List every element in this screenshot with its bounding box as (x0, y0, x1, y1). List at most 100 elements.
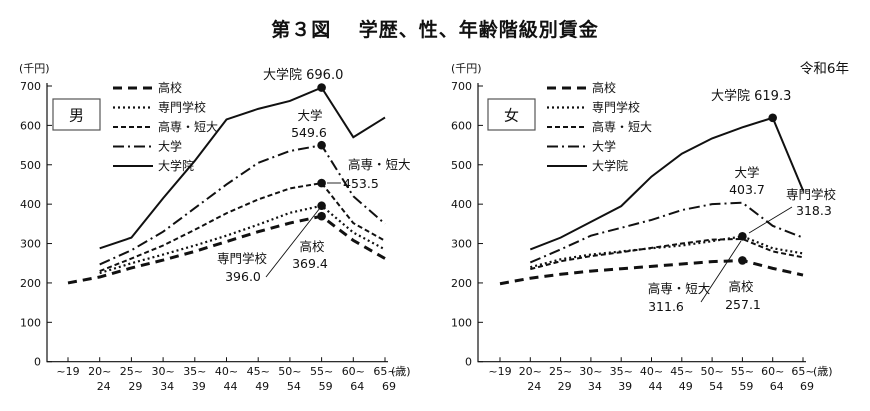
x-axis-label: 40~ (215, 365, 238, 378)
annotation-label: 大学 (734, 165, 759, 180)
x-axis-label: ~19 (488, 365, 511, 378)
series-line-3 (529, 201, 804, 264)
age-unit-label: (歳) (391, 365, 411, 378)
x-axis-label: 39 (618, 380, 632, 393)
data-point-marker (738, 232, 747, 241)
data-point-marker (317, 83, 326, 92)
y-axis-tick-label: 300 (20, 238, 41, 251)
y-axis-tick-label: 600 (451, 119, 472, 132)
x-axis-label: 59 (739, 380, 753, 393)
x-axis-label: 25~ (120, 365, 143, 378)
era-label: 令和6年 (800, 61, 849, 77)
y-axis-tick-label: 100 (20, 316, 41, 329)
annotation-label: 専門学校 (217, 251, 268, 266)
x-axis-label: 34 (160, 380, 174, 393)
legend-item-label: 大学 (158, 139, 182, 154)
annotation-value: 453.5 (343, 176, 379, 191)
x-axis-label: ~19 (56, 365, 79, 378)
x-axis-label: 24 (527, 380, 541, 393)
x-axis-label: 49 (255, 380, 269, 393)
annotation-label: 大学院 696.0 (263, 67, 343, 83)
male-wage-chart: 0 100 200 300 400 500 600 700 ~19 20~ 24 25~ 29 30~ 34… (19, 62, 411, 393)
x-axis-label: 64 (770, 380, 784, 393)
x-axis-label: 40~ (640, 365, 663, 378)
x-axis-label: 50~ (700, 365, 723, 378)
series-line-1 (530, 235, 804, 269)
x-axis-label: 65~ (373, 365, 396, 378)
x-axis-label: 45~ (247, 365, 270, 378)
series-line-2 (530, 237, 804, 271)
y-axis-tick-label: 600 (20, 119, 41, 132)
series-line-2 (99, 182, 386, 273)
age-unit-label: (歳) (813, 365, 833, 378)
annotation-label: 高校 (299, 239, 325, 254)
y-axis-tick-label: 400 (451, 198, 472, 211)
leader-line (700, 240, 742, 303)
x-axis-label: 54 (287, 380, 301, 393)
annotation-value: 403.7 (729, 182, 765, 197)
x-axis-label: 34 (588, 380, 602, 393)
annotation-label: 専門学校 (786, 187, 837, 202)
y-axis-tick-label: 500 (451, 159, 472, 172)
x-axis-label: 44 (649, 380, 663, 393)
x-axis-label: 35~ (610, 365, 633, 378)
x-axis-label: 44 (224, 380, 238, 393)
y-axis-tick-label: 300 (451, 238, 472, 251)
y-axis-tick-label: 200 (20, 277, 41, 290)
annotation-value: 369.4 (292, 256, 328, 271)
legend-item-label: 高専・短大 (158, 119, 218, 134)
x-axis-label: 50~ (278, 365, 301, 378)
x-axis-label: 45~ (670, 365, 693, 378)
annotation-label: 高校 (728, 279, 754, 294)
x-axis-label: 55~ (731, 365, 754, 378)
y-axis-tick-label: 100 (451, 316, 472, 329)
figure-title: 第３図 学歴、性、年齢階級別賃金 (271, 19, 599, 41)
annotation-value: 311.6 (648, 299, 684, 314)
x-axis-label: 25~ (549, 365, 572, 378)
annotation-label: 大学 (297, 108, 322, 123)
y-axis-unit-label: (千円) (19, 62, 50, 75)
data-point-marker (768, 113, 777, 123)
series-line-4 (99, 86, 386, 250)
y-axis-tick-label: 700 (451, 80, 472, 93)
y-axis-tick-label: 400 (20, 198, 41, 211)
x-axis-label: 35~ (183, 365, 206, 378)
x-axis-label: 69 (800, 380, 814, 393)
legend-item-label: 大学院 (592, 158, 628, 173)
legend-item-label: 専門学校 (592, 100, 640, 115)
annotation-value: 396.0 (225, 269, 261, 284)
x-axis-label: 29 (558, 380, 572, 393)
data-point-marker (317, 178, 326, 188)
annotation-label: 高専・短大 (348, 157, 411, 172)
data-point-marker (738, 256, 747, 265)
legend-item-label: 高校 (592, 80, 616, 95)
x-axis-label: 30~ (579, 365, 602, 378)
x-axis-label: 20~ (88, 365, 111, 378)
series-line-3 (99, 144, 386, 266)
x-axis-label: 49 (679, 380, 693, 393)
x-axis-label: 65~ (791, 365, 814, 378)
y-axis-unit-label: (千円) (451, 62, 482, 75)
x-axis-label: 64 (350, 380, 364, 393)
leader-line (265, 207, 321, 278)
sex-label: 女 (504, 107, 519, 125)
x-axis-label: 55~ (310, 365, 333, 378)
x-axis-label: 29 (128, 380, 142, 393)
sex-label-box (52, 98, 101, 131)
annotation-value: 257.1 (725, 297, 761, 312)
x-axis-label: 69 (382, 380, 396, 393)
y-axis-tick-label: 0 (34, 356, 41, 369)
annotation-value: 549.6 (291, 125, 327, 140)
data-point-marker (317, 140, 326, 150)
data-point-marker (317, 211, 326, 221)
x-axis-label: 30~ (151, 365, 174, 378)
data-point-marker (317, 201, 326, 211)
sex-label-box (487, 98, 536, 131)
legend-item-label: 大学 (592, 139, 616, 154)
y-axis-tick-label: 200 (451, 277, 472, 290)
annotation-label: 高専・短大 (648, 281, 711, 296)
sex-label: 男 (69, 107, 84, 125)
series-line-0 (67, 214, 386, 285)
legend-item-label: 大学院 (158, 158, 194, 173)
